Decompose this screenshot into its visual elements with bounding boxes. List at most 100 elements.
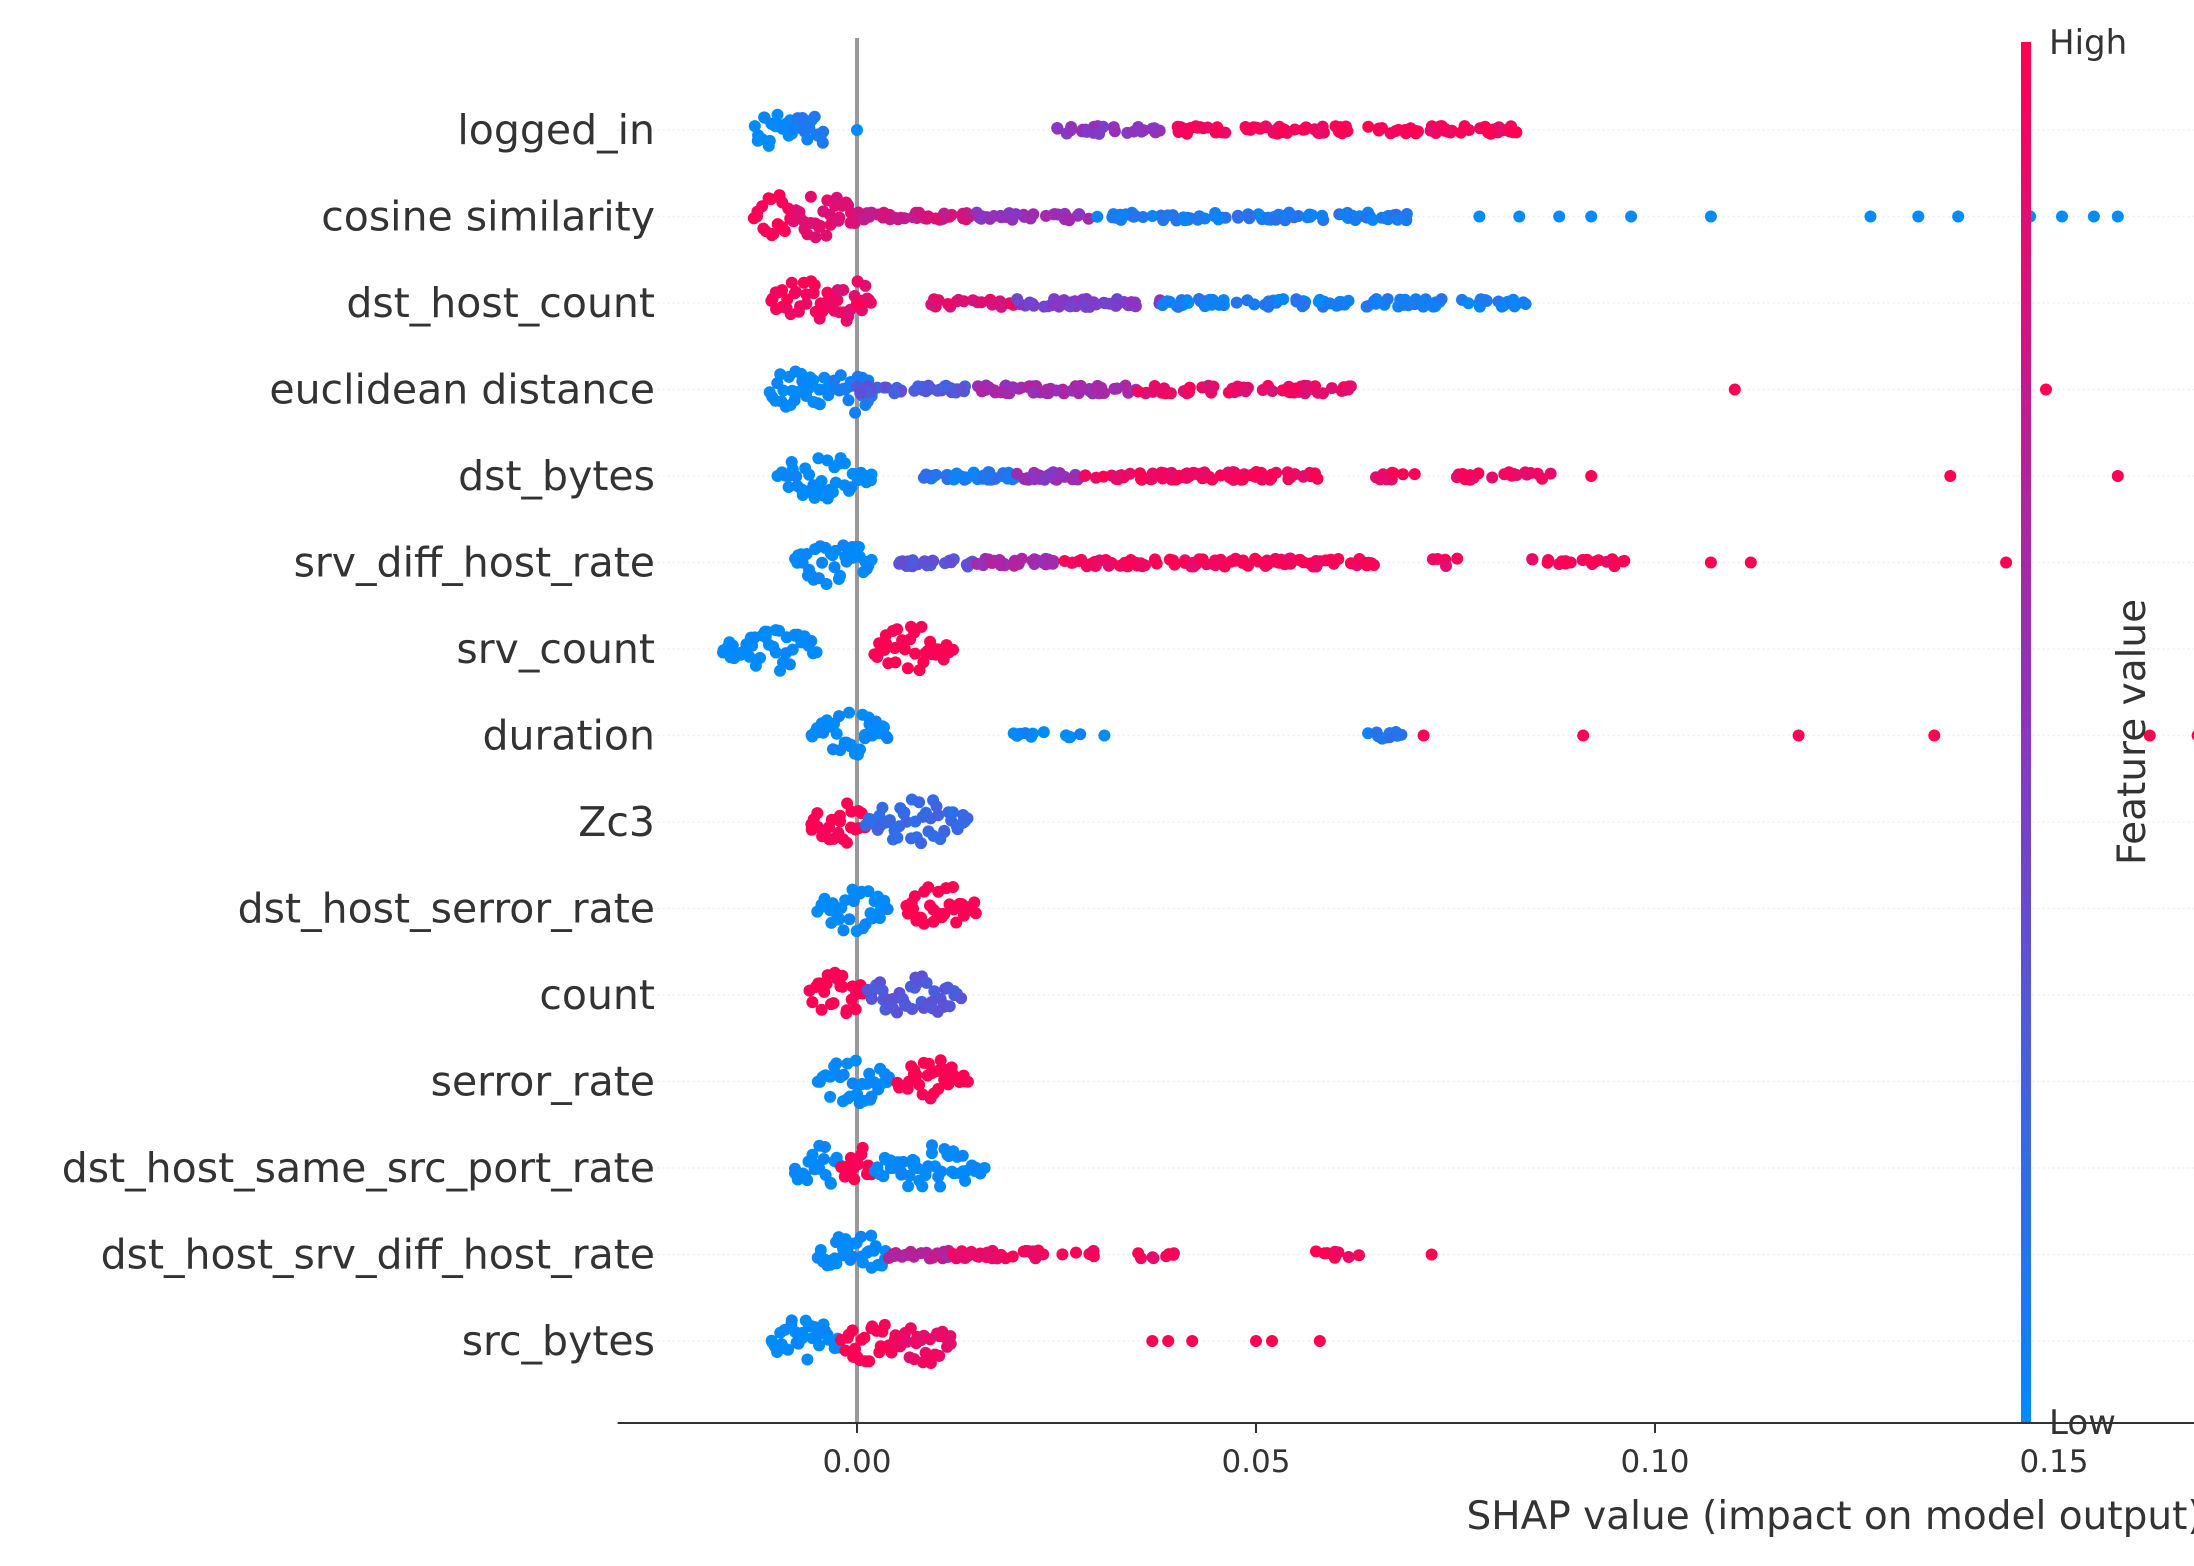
shap-point — [1259, 559, 1272, 572]
shap-point — [804, 190, 817, 203]
shap-point — [1310, 1245, 1322, 1258]
shap-point — [1132, 1247, 1145, 1260]
shap-point — [851, 1158, 864, 1171]
shap-point — [1459, 473, 1472, 486]
shap-point — [887, 1250, 900, 1262]
shap-point — [830, 727, 843, 740]
shap-point — [1206, 473, 1219, 486]
shap-point — [862, 885, 875, 898]
shap-point — [834, 569, 846, 582]
shap-point — [978, 1162, 991, 1174]
shap-point — [1297, 123, 1310, 136]
shap-point — [986, 298, 999, 311]
shap-point — [856, 1256, 869, 1269]
shap-point — [920, 976, 933, 989]
shap-point — [1310, 560, 1323, 573]
shap-point — [807, 374, 820, 387]
shap-point — [1240, 123, 1253, 136]
shap-point — [889, 656, 902, 669]
shap-point — [1198, 466, 1211, 479]
shap-point — [1370, 726, 1383, 739]
shap-point — [756, 200, 769, 213]
shap-point — [846, 1250, 859, 1263]
shap-point — [1311, 386, 1324, 399]
shap-point — [913, 796, 926, 809]
shap-point — [881, 732, 894, 745]
shap-point — [919, 1346, 932, 1359]
shap-point — [969, 907, 982, 920]
shap-point — [856, 1141, 869, 1154]
shap-point — [1585, 470, 1598, 482]
shap-point — [1107, 121, 1120, 134]
shap-point — [956, 1149, 969, 1162]
shap-point — [932, 1083, 945, 1095]
shap-point — [788, 394, 801, 407]
shap-point — [960, 207, 973, 220]
shap-point — [881, 903, 894, 916]
shap-point — [820, 578, 833, 590]
shap-point — [943, 1000, 956, 1013]
shap-point — [953, 1249, 966, 1262]
shap-point — [785, 276, 798, 289]
shap-point — [819, 1141, 831, 1153]
shap-point — [959, 1174, 972, 1187]
shap-point — [1040, 383, 1053, 396]
shap-point — [808, 110, 821, 123]
shap-point — [1146, 210, 1159, 222]
feature-label: euclidean distance — [269, 366, 655, 414]
shap-point — [1156, 472, 1169, 485]
shap-point — [909, 647, 922, 660]
shap-point — [2000, 556, 2013, 569]
shap-point — [1381, 293, 1394, 306]
shap-point — [902, 1180, 915, 1193]
shap-point — [1472, 467, 1485, 480]
shap-point — [1161, 295, 1174, 308]
shap-point — [1061, 211, 1074, 224]
shap-point — [811, 807, 824, 820]
shap-point — [897, 1155, 910, 1168]
shap-point — [1323, 297, 1336, 310]
shap-point — [743, 650, 756, 663]
shap-point — [954, 384, 967, 397]
feature-label: count — [539, 971, 655, 1019]
shap-point — [2111, 210, 2124, 223]
shap-point — [922, 881, 935, 894]
shap-point — [926, 1251, 939, 1264]
feature-label: dst_host_serror_rate — [238, 885, 655, 933]
shap-point — [834, 815, 847, 828]
shap-point — [1541, 556, 1554, 569]
shap-point — [1344, 380, 1357, 393]
shap-point — [1493, 121, 1505, 134]
shap-point — [901, 1335, 914, 1348]
shap-point — [892, 213, 905, 226]
shap-point — [832, 913, 845, 926]
shap-point — [805, 635, 818, 647]
shap-point — [813, 398, 826, 411]
shap-point — [1137, 124, 1150, 137]
colorbar-high-label: High — [2049, 23, 2127, 63]
shap-point — [1074, 381, 1087, 394]
shap-point — [932, 294, 945, 307]
shap-point — [1026, 1245, 1039, 1258]
shap-point — [1486, 471, 1499, 484]
shap-point — [1065, 121, 1078, 133]
shap-point — [1225, 555, 1238, 567]
shap-point — [771, 108, 784, 121]
shap-point — [786, 643, 799, 656]
shap-point — [863, 1355, 876, 1368]
shap-point — [840, 836, 853, 849]
shap-point — [1282, 473, 1295, 486]
shap-point — [1231, 380, 1244, 393]
shap-point — [1513, 210, 1526, 223]
shap-point — [1440, 560, 1452, 572]
shap-point — [1191, 213, 1204, 226]
shap-point — [801, 1174, 814, 1187]
shap-point — [1150, 557, 1163, 570]
shap-point — [1408, 468, 1421, 481]
shap-point — [1952, 210, 1965, 223]
shap-point — [2056, 210, 2068, 223]
shap-point — [934, 1054, 947, 1067]
shap-point — [2111, 470, 2124, 482]
shap-point — [1098, 729, 1111, 742]
